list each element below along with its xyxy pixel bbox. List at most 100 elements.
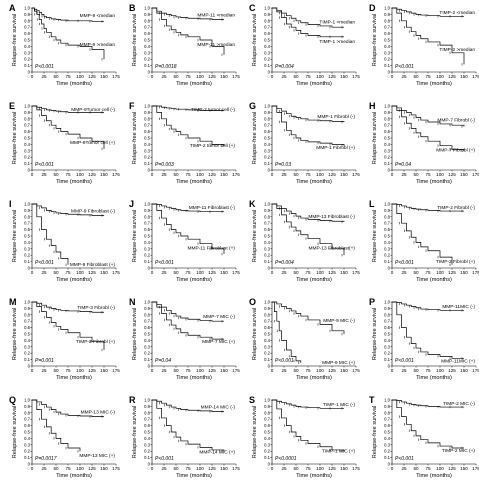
y-tick-label: 0.2 [24, 449, 30, 454]
x-tick-label: 100 [316, 368, 324, 373]
x-axis-label: Time (months) [56, 473, 92, 479]
x-tick-label: 175 [112, 172, 120, 177]
y-tick-label: 0.7 [264, 25, 270, 30]
y-tick-label: 0.2 [264, 449, 270, 454]
x-axis-label: Time (months) [296, 277, 332, 283]
panel-letter: I [9, 199, 12, 209]
y-tick-label: 0.4 [264, 240, 270, 245]
x-axis-label: Time (months) [416, 277, 452, 283]
y-tick-label: 0.8 [384, 312, 390, 317]
series-label: TIMP-2 >median [439, 47, 475, 53]
panel-letter: J [129, 199, 134, 209]
y-tick-label: 0.7 [264, 123, 270, 128]
x-tick-label: 50 [173, 466, 179, 471]
y-tick-label: 0.8 [384, 214, 390, 219]
y-tick-label: 0 [388, 364, 391, 369]
x-tick-label: 100 [76, 368, 84, 373]
y-tick-label: 0.2 [384, 253, 390, 258]
x-tick-label: 25 [401, 172, 407, 177]
x-tick-label: 50 [173, 270, 179, 275]
x-tick-label: 150 [460, 270, 468, 275]
y-tick-label: 0.1 [24, 161, 30, 166]
x-tick-label: 100 [76, 466, 84, 471]
km-curve-high [32, 301, 105, 350]
x-tick-label: 75 [65, 172, 71, 177]
km-curve-low [392, 399, 464, 408]
panel-letter: Q [9, 395, 16, 405]
p-value: P<0.001 [275, 358, 294, 364]
series-label: TIMP-2 MIC (+) [442, 448, 476, 454]
x-tick-label: 25 [401, 74, 407, 79]
panel-letter: F [129, 101, 135, 111]
y-tick-label: 0.8 [264, 116, 270, 121]
panel-letter: E [9, 101, 15, 111]
km-curve-low [32, 301, 104, 313]
y-tick-label: 0.9 [24, 404, 30, 409]
x-tick-label: 0 [151, 74, 154, 79]
x-tick-label: 125 [208, 368, 216, 373]
x-tick-label: 150 [340, 368, 348, 373]
y-tick-label: 0 [388, 70, 391, 75]
km-curve-high [272, 105, 345, 146]
x-tick-label: 25 [281, 172, 287, 177]
x-tick-label: 25 [281, 74, 287, 79]
km-curve-high [392, 203, 453, 265]
y-tick-label: 0.2 [144, 57, 150, 62]
x-tick-label: 125 [328, 270, 336, 275]
x-tick-label: 0 [271, 172, 274, 177]
y-tick-label: 0.7 [144, 25, 150, 30]
y-tick-label: 0.8 [144, 116, 150, 121]
p-value: P=0.03 [275, 162, 291, 168]
y-tick-label: 1.0 [264, 202, 270, 207]
series-label: MMP-7 MIC (+) [202, 339, 235, 345]
x-tick-label: 175 [352, 172, 360, 177]
x-tick-label: 50 [53, 172, 59, 177]
km-curve-low [152, 399, 224, 412]
series-label: MMP-13 MIC (-) [81, 410, 116, 416]
x-tick-label: 125 [208, 74, 216, 79]
series-label: MMP-11 <median [197, 12, 235, 18]
y-tick-label: 0.6 [24, 129, 30, 134]
km-curve-high [392, 105, 465, 151]
y-tick-label: 0 [148, 364, 151, 369]
x-tick-label: 150 [460, 466, 468, 471]
x-tick-label: 75 [305, 74, 311, 79]
x-tick-label: 75 [185, 466, 191, 471]
y-tick-label: 1.0 [24, 202, 30, 207]
y-tick-label: 0.2 [384, 449, 390, 454]
km-panel-q: Q 0 0.10.2 0.30.40.5 0.60.7 0.80.91.0 0 25 50 75 1… [9, 395, 120, 479]
y-tick-label: 0.1 [144, 455, 150, 460]
x-tick-label: 0 [271, 368, 274, 373]
series-label: TIMP-1 MIC (-) [323, 402, 355, 408]
y-tick-label: 0.9 [144, 12, 150, 17]
x-tick-label: 175 [232, 74, 240, 79]
x-tick-label: 150 [100, 74, 108, 79]
y-tick-label: 0.8 [144, 410, 150, 415]
km-panel-t: T 0 0.10.2 0.30.40.5 0.60.7 0.80.91.0 0 25 50 75 1… [369, 395, 479, 479]
y-tick-label: 0 [388, 266, 391, 271]
x-tick-label: 100 [316, 270, 324, 275]
x-axis-label: Time (months) [416, 473, 452, 479]
x-tick-label: 75 [65, 270, 71, 275]
x-tick-label: 100 [436, 270, 444, 275]
x-tick-label: 25 [41, 368, 47, 373]
x-tick-label: 50 [293, 368, 299, 373]
y-tick-label: 0.4 [384, 44, 390, 49]
x-tick-label: 50 [293, 172, 299, 177]
y-tick-label: 0.2 [24, 253, 30, 258]
x-tick-label: 150 [100, 172, 108, 177]
x-tick-label: 75 [305, 270, 311, 275]
y-tick-label: 0.6 [24, 325, 30, 330]
y-axis-label: Relapse-free survival [132, 210, 138, 263]
x-tick-label: 25 [401, 368, 407, 373]
km-panel-j: J 0 0.10.2 0.30.40.5 0.60.7 0.80.91.0 0 25 50 75 1… [129, 199, 240, 283]
y-tick-label: 0.8 [24, 214, 30, 219]
y-tick-label: 0.4 [384, 142, 390, 147]
y-tick-label: 0 [268, 364, 271, 369]
panel-letter: P [369, 297, 375, 307]
y-tick-label: 0 [148, 70, 151, 75]
y-tick-label: 1.0 [24, 398, 30, 403]
x-tick-label: 0 [31, 368, 34, 373]
series-label: MMP-11 Fibroblast (+) [188, 246, 236, 252]
x-tick-label: 25 [41, 74, 47, 79]
